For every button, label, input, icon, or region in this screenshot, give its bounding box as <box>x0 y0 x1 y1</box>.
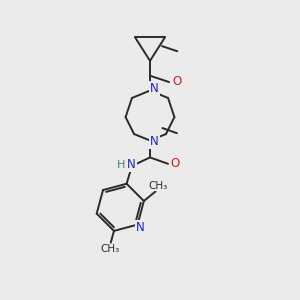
Text: O: O <box>171 157 180 170</box>
Text: CH₃: CH₃ <box>100 244 119 254</box>
Text: N: N <box>150 82 159 95</box>
Text: N: N <box>136 220 145 234</box>
Text: H: H <box>117 160 125 170</box>
Text: N: N <box>127 158 136 171</box>
Text: N: N <box>150 135 159 148</box>
Text: O: O <box>172 74 181 88</box>
Text: CH₃: CH₃ <box>148 181 167 190</box>
